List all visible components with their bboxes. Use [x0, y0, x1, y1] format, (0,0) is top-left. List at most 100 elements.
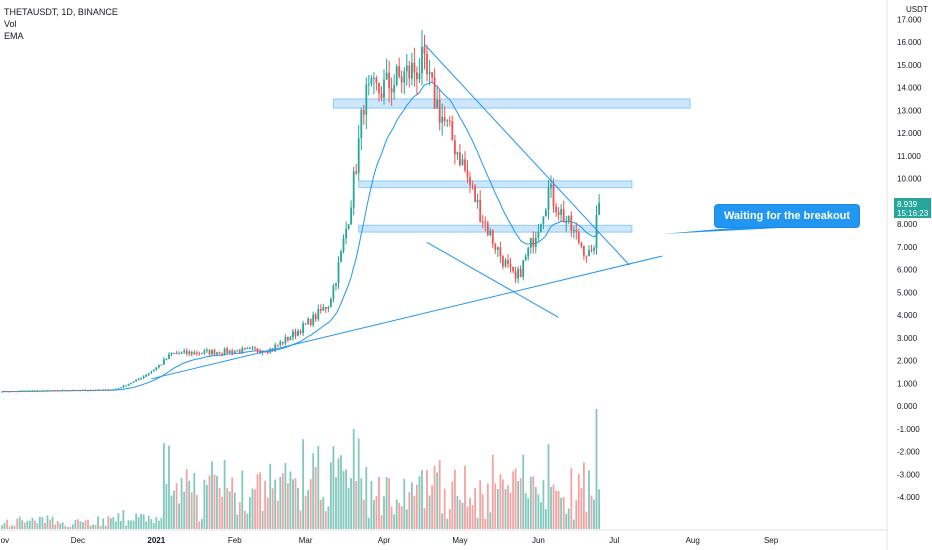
candle-body	[292, 331, 294, 338]
volume-bar	[385, 477, 388, 529]
candle-body	[208, 350, 211, 355]
candle-body	[203, 350, 206, 354]
resistance-zone[interactable]	[358, 180, 633, 189]
candle-body	[517, 269, 519, 279]
volume-bar	[206, 484, 208, 529]
candle-body	[416, 72, 418, 80]
candle-body	[340, 251, 342, 262]
volume-bar	[441, 513, 444, 529]
volume-bar	[466, 506, 469, 529]
candle-body	[436, 99, 439, 109]
time-tick-label: Nov	[0, 536, 9, 545]
vol-indicator-label[interactable]: Vol	[4, 19, 17, 29]
volume-bar	[218, 487, 221, 529]
volume-bar	[23, 522, 26, 529]
volume-bar	[595, 409, 598, 529]
volume-bar	[11, 525, 13, 529]
volume-bar	[357, 438, 360, 529]
candle-body	[294, 331, 297, 336]
candle-body	[352, 171, 355, 208]
candle-body	[102, 389, 105, 391]
volume-bar	[446, 518, 449, 529]
candle-body	[165, 359, 168, 361]
candle-body	[565, 222, 568, 224]
volume-bar	[342, 471, 345, 529]
trendline[interactable]	[424, 44, 630, 266]
candle-body	[34, 390, 36, 392]
volume-bar	[514, 468, 517, 529]
trendline[interactable]	[426, 241, 559, 318]
volume-bar	[529, 476, 532, 529]
candle-body	[71, 390, 74, 392]
volume-bar	[575, 500, 578, 529]
volume-bar	[577, 474, 580, 529]
volume-bar	[71, 524, 74, 529]
volume-bar	[59, 523, 62, 529]
candle-body	[577, 232, 580, 243]
volume-bar	[150, 519, 153, 529]
volume-bar	[486, 483, 489, 529]
candle-body	[469, 176, 471, 186]
volume-bar	[335, 477, 337, 529]
candle-body	[413, 62, 416, 73]
candle-body	[454, 140, 456, 155]
ema-indicator-label[interactable]: EMA	[4, 31, 24, 41]
candle-body	[514, 271, 517, 279]
candle-body	[337, 261, 340, 283]
candle-body	[552, 184, 555, 207]
candle-body	[507, 260, 509, 264]
volume-bar	[87, 519, 89, 529]
volume-bar	[244, 510, 246, 529]
candle-body	[218, 352, 221, 354]
volume-bar	[28, 520, 31, 529]
volume-bar	[350, 478, 352, 529]
candle-body	[173, 352, 175, 354]
volume-bar	[507, 485, 509, 529]
candle-body	[41, 390, 44, 392]
volume-bar	[330, 462, 332, 529]
volume-bar	[469, 497, 471, 529]
time-tick-label: 2021	[147, 536, 165, 545]
candle-body	[307, 318, 309, 324]
time-tick-label: Sep	[764, 536, 779, 545]
candle-body	[74, 390, 77, 392]
volume-bar	[66, 527, 69, 529]
candle-body	[572, 230, 575, 231]
price-tick-label: 14.000	[897, 84, 922, 93]
volume-bar	[567, 508, 570, 529]
resistance-zone[interactable]	[358, 224, 633, 233]
candle-body	[87, 390, 89, 392]
volume-bar	[203, 479, 206, 529]
volume-bar	[34, 520, 36, 529]
volume-bar	[431, 485, 433, 529]
volume-bar	[289, 471, 292, 529]
candle-body	[132, 381, 135, 383]
price-tick-label: 6.000	[897, 266, 918, 275]
candle-body	[238, 350, 241, 353]
volume-bar	[3, 523, 6, 529]
volume-bar	[97, 516, 99, 529]
volume-bar	[340, 455, 342, 529]
volume-bar	[208, 475, 211, 529]
candle-body	[405, 65, 408, 72]
volume-bar	[160, 518, 163, 529]
candle-body	[378, 82, 380, 94]
volume-bar	[168, 445, 170, 529]
volume-bar	[46, 515, 49, 529]
breakout-annotation[interactable]: Waiting for the breakout	[714, 204, 860, 228]
volume-bar	[54, 524, 56, 529]
resistance-zone[interactable]	[332, 98, 691, 109]
volume-bar	[254, 489, 256, 529]
volume-bar	[56, 521, 59, 529]
volume-bar	[481, 494, 484, 529]
candle-body	[223, 348, 226, 354]
candle-body	[241, 348, 244, 353]
volume-bar	[598, 489, 600, 529]
symbol-label[interactable]: THETAUSDT, 1D, BINANCE	[4, 7, 118, 17]
candle-body	[66, 390, 69, 392]
candle-body	[327, 306, 330, 309]
trendline[interactable]	[151, 255, 663, 380]
candle-body	[562, 209, 565, 223]
candle-body	[464, 159, 466, 171]
